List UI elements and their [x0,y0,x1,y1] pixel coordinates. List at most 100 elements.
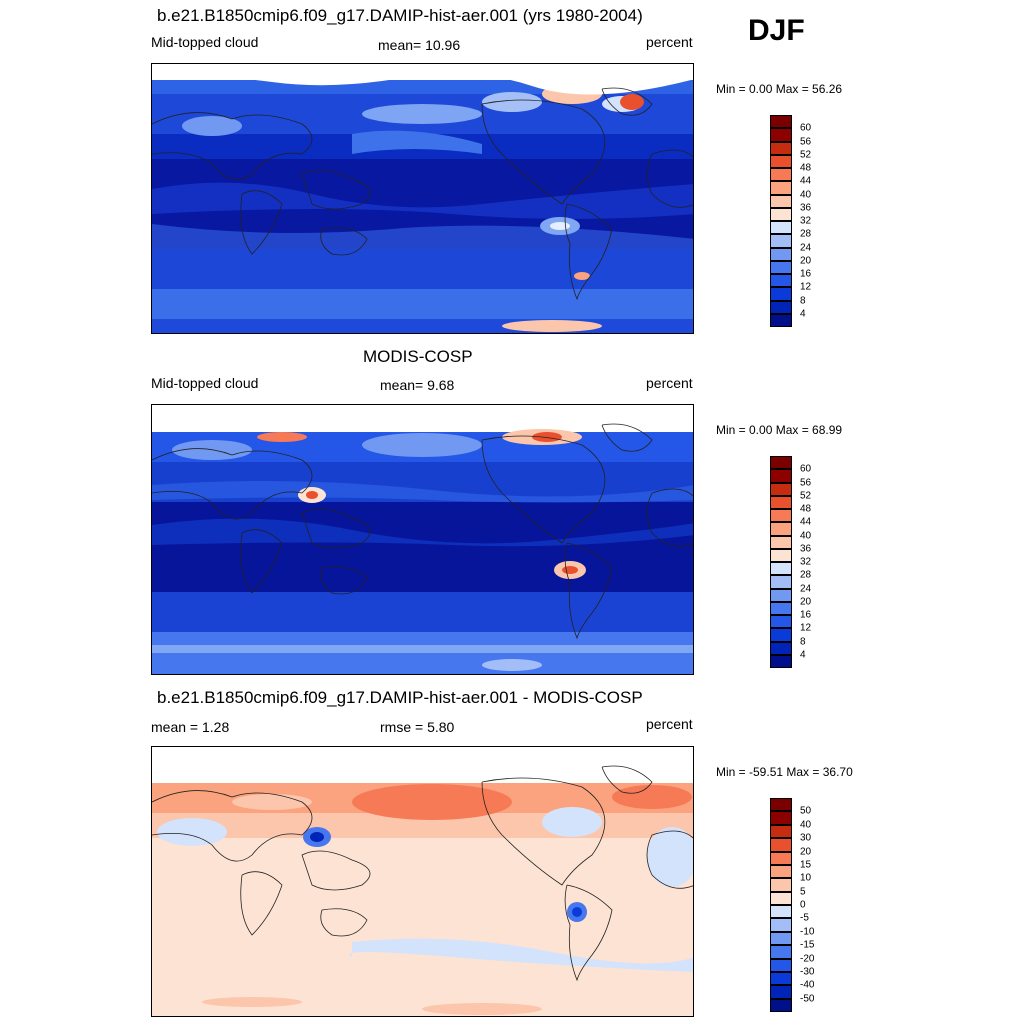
colorbar-tick-label: 56 [800,136,812,147]
colorbar-tick-label: -10 [800,926,815,938]
panel-left-label-obs: Mid-topped cloud [151,375,259,391]
colorbar-tick-label: 44 [800,516,812,528]
colorbar-tick-label: 28 [800,228,812,240]
colorbar-segment [770,864,792,879]
map-diff [151,746,694,1017]
colorbar-segment [770,615,792,629]
colorbar-tick-label: 48 [800,503,812,515]
colorbar-segment [770,300,792,314]
colorbar-segment [770,509,792,523]
colorbar-model [770,115,792,327]
colorbar-tick-label: 20 [800,846,812,857]
colorbar-segment [770,811,792,825]
colorbar-tick-label: 16 [800,268,812,280]
map-model [151,63,694,334]
panel-units-diff: percent [646,716,693,732]
colorbar-tick-label: 24 [800,242,812,253]
colorbar-tick-label: 52 [800,490,812,502]
colorbar-segment [770,824,792,839]
colorbar-tick-label: 44 [800,175,812,187]
colorbar-tick-label: 0 [800,899,806,911]
colorbar-tick-label: 36 [800,202,812,214]
colorbar-segment [770,194,792,208]
colorbar-segment [770,918,792,932]
colorbar-tick-label: 15 [800,859,812,871]
colorbar-segment [770,247,792,261]
colorbar-tick-label: 20 [800,596,812,608]
colorbar-tick-label: 30 [800,832,812,844]
colorbar-tick-label: 4 [800,649,806,661]
colorbar-segment [770,548,792,562]
panel-left-label-model: Mid-topped cloud [151,34,259,50]
colorbar-tick-label: 60 [800,463,812,475]
colorbar-tick-label: -5 [800,912,809,924]
colorbar-tick-label: 28 [800,569,812,581]
colorbar-tick-label: 40 [800,530,812,541]
colorbar-segment [770,313,792,327]
map-obs-field [152,405,693,674]
map-obs [151,404,694,675]
colorbar-diff [770,798,792,1012]
colorbar-segment [770,891,792,905]
colorbar-tick-label: -30 [800,966,815,978]
panel-mean-diff: mean = 1.28 [151,719,230,735]
map-diff-field [152,747,693,1016]
colorbar-tick-label: 8 [800,636,806,647]
colorbar-segment [770,931,792,946]
colorbar-tick-label: 40 [800,189,812,200]
colorbar-tick-label: 32 [800,556,812,568]
colorbar-tick-label: 48 [800,162,812,174]
colorbar-segment [770,522,792,536]
colorbar-tick-label: 12 [800,281,812,293]
colorbar-segment [770,115,792,129]
colorbar-segment [770,798,792,812]
colorbar-segment [770,469,792,483]
panel-minmax-diff: Min = -59.51 Max = 36.70 [716,765,853,779]
colorbar-tick-label: 8 [800,295,806,306]
map-model-field [152,64,693,333]
colorbar-segment [770,154,792,168]
panel-rmse-diff: rmse = 5.80 [380,719,455,735]
panel-title-model: b.e21.B1850cmip6.f09_g17.DAMIP-hist-aer.… [157,6,643,25]
colorbar-tick-label: 36 [800,543,812,555]
colorbar-segment [770,628,792,642]
colorbar-tick-label: 24 [800,583,812,594]
colorbar-segment [770,128,792,142]
panel-units-obs: percent [646,375,693,391]
season-label: DJF [748,14,805,47]
colorbar-segment [770,181,792,195]
colorbar-segment [770,851,792,865]
colorbar-tick-label: 5 [800,886,806,898]
colorbar-tick-label: 16 [800,609,812,621]
panel-title-obs: MODIS-COSP [363,347,473,366]
colorbar-segment [770,958,792,972]
colorbar-segment [770,838,792,852]
colorbar-obs [770,456,792,668]
colorbar-tick-label: 56 [800,477,812,488]
colorbar-tick-label: -15 [800,939,815,951]
colorbar-segment [770,641,792,655]
colorbar-segment [770,207,792,221]
colorbar-segment [770,878,792,892]
colorbar-tick-label: 40 [800,819,812,831]
colorbar-segment [770,482,792,496]
panel-minmax-obs: Min = 0.00 Max = 68.99 [716,423,843,437]
panel-mean-obs: mean= 9.68 [380,377,455,393]
colorbar-segment [770,456,792,470]
colorbar-tick-label: 50 [800,805,812,817]
colorbar-segment [770,141,792,155]
colorbar-tick-label: -20 [800,953,815,964]
colorbar-tick-label: 10 [800,872,812,884]
colorbar-segment [770,274,792,288]
colorbar-tick-label: 60 [800,122,812,134]
colorbar-segment [770,998,792,1012]
colorbar-tick-label: -50 [800,993,815,1005]
colorbar-segment [770,287,792,301]
colorbar-segment [770,601,792,615]
colorbar-tick-label: -40 [800,979,815,991]
panel-mean-model: mean= 10.96 [378,37,461,53]
panel-title-diff: b.e21.B1850cmip6.f09_g17.DAMIP-hist-aer.… [157,688,643,707]
colorbar-tick-label: 52 [800,149,812,161]
colorbar-tick-label: 32 [800,215,812,227]
colorbar-segment [770,535,792,549]
